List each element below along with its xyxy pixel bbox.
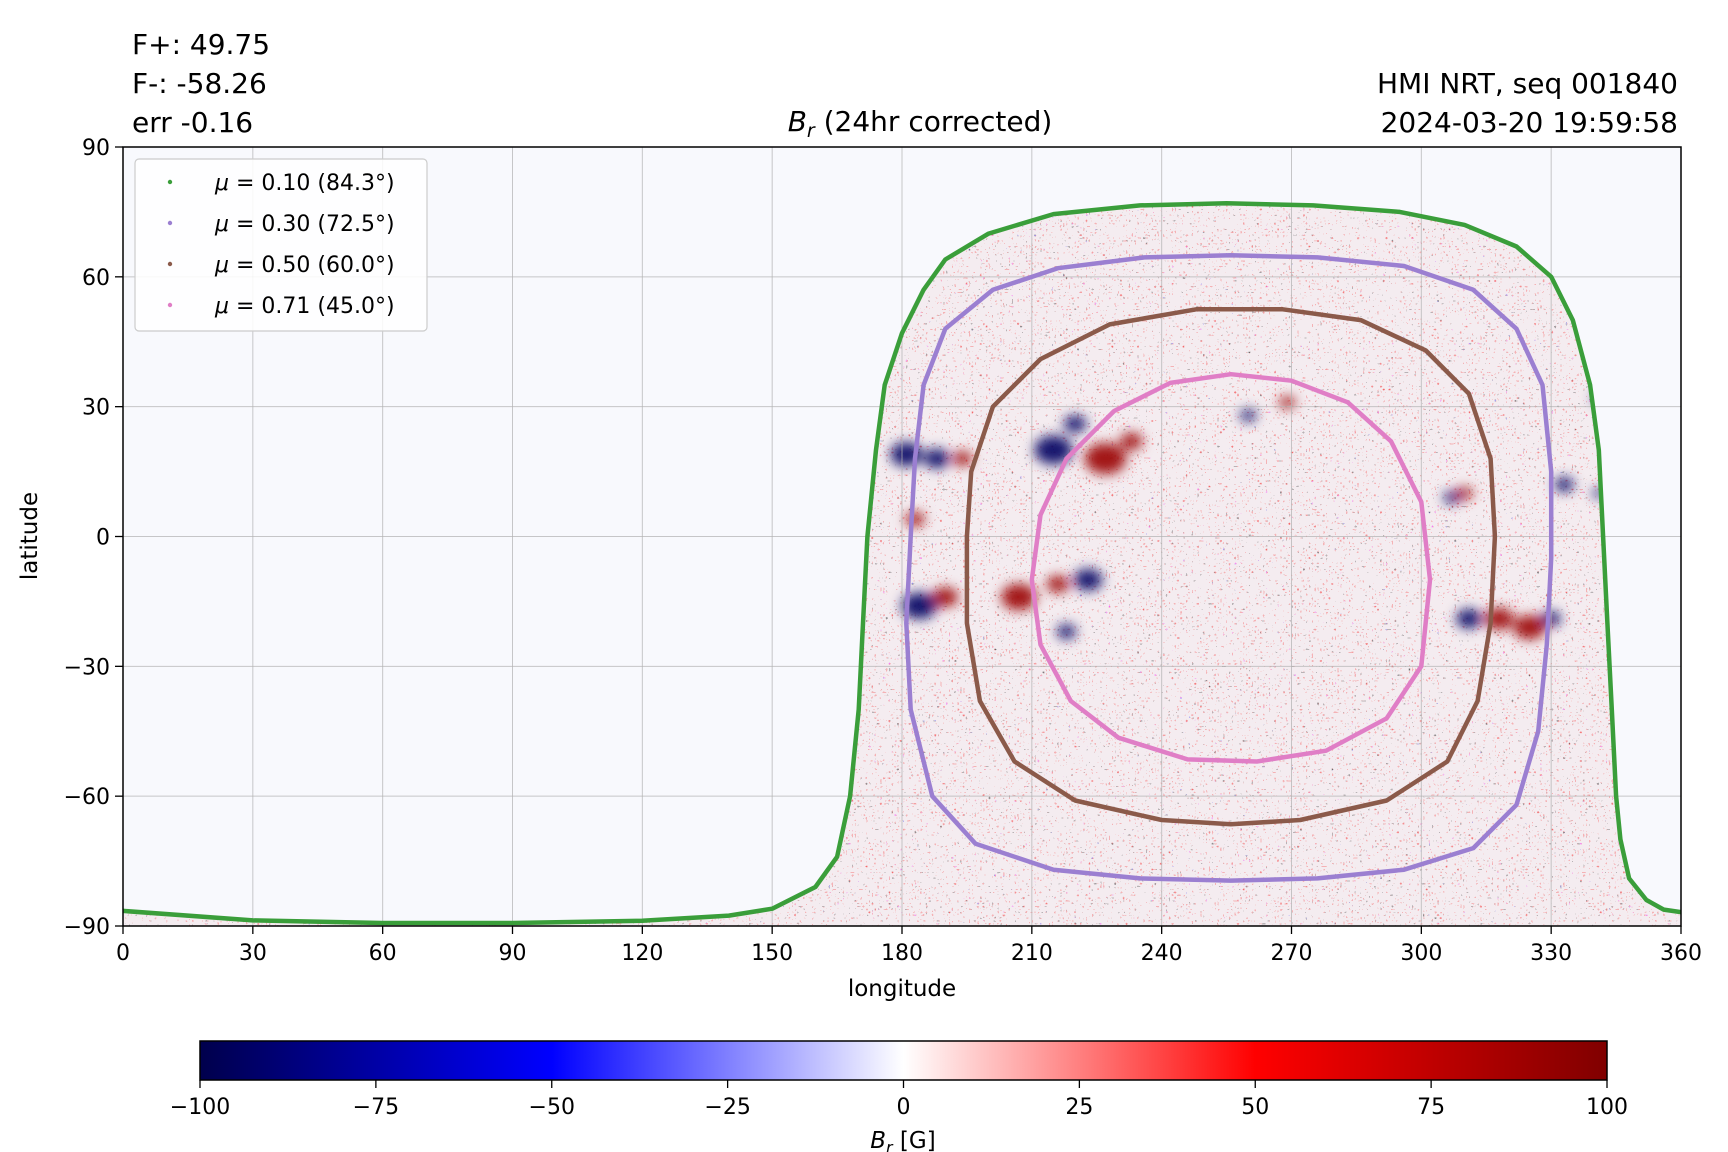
- positive-polarity-patch: [1513, 615, 1546, 640]
- x-tick-label: 30: [239, 941, 267, 966]
- mu-contour-3: [1029, 371, 1433, 764]
- legend-label: μ = 0.71 (45.0°): [214, 294, 395, 319]
- colorbar-tick-label: −50: [529, 1095, 575, 1120]
- mu-contour-0: [123, 201, 1681, 926]
- negative-polarity-patch: [1554, 477, 1574, 492]
- negative-polarity-patch: [1056, 624, 1077, 639]
- x-tick-label: 240: [1141, 941, 1183, 966]
- chart-title: Br (24hr corrected): [788, 105, 1053, 142]
- y-tick-label: −60: [64, 785, 110, 810]
- colorbar-label-unit: [G]: [893, 1128, 936, 1152]
- x-tick-label: 120: [621, 941, 663, 966]
- legend-label: μ = 0.10 (84.3°): [214, 171, 395, 196]
- legend-label: μ = 0.30 (72.5°): [214, 212, 395, 237]
- positive-polarity-patch: [932, 587, 959, 607]
- colorbar-gradient: [199, 1040, 1608, 1081]
- positive-polarity-patch: [952, 451, 973, 466]
- negative-polarity-patch: [1240, 409, 1257, 422]
- title-subscript: r: [807, 120, 816, 142]
- positive-polarity-patch: [1001, 583, 1037, 611]
- legend-marker: [167, 220, 173, 226]
- colorbar-label-subscript: r: [886, 1138, 894, 1152]
- legend-marker: [167, 179, 173, 185]
- legend: μ = 0.10 (84.3°) μ = 0.30 (72.5°) μ = 0.50…: [134, 158, 428, 332]
- colorbar-tick-label: −100: [170, 1095, 230, 1120]
- mu-contours: [123, 201, 1681, 926]
- colorbar-tick-label: 75: [1417, 1095, 1445, 1120]
- colorbar-ticks: −100 −75 −50 −25 0 25 50 75 100: [170, 1080, 1628, 1120]
- legend-box: [134, 158, 428, 332]
- x-axis: 0 30 60 90 120 150 180 210 240 270 300 330 360: [116, 926, 1702, 966]
- positive-polarity-patch: [905, 511, 925, 527]
- negative-polarity-patch: [1456, 609, 1482, 629]
- legend-marker: [167, 302, 173, 308]
- data-source-label: HMI NRT, seq 001840: [1376, 67, 1678, 100]
- y-tick-label: −30: [64, 655, 110, 680]
- observation-timestamp: 2024-03-20 19:59:58: [1380, 106, 1678, 139]
- y-axis: −90 −60 −30 0 30 60 90: [64, 136, 123, 940]
- x-tick-label: 210: [1011, 941, 1053, 966]
- mu-contour-2: [964, 307, 1498, 827]
- y-tick-label: 0: [96, 526, 110, 551]
- x-tick-label: 360: [1660, 941, 1702, 966]
- negative-polarity-patch: [901, 592, 937, 619]
- mu-contour-1: [904, 252, 1554, 883]
- positive-polarity-patch: [1084, 443, 1127, 475]
- x-tick-label: 300: [1400, 941, 1442, 966]
- positive-polarity-patch: [1456, 487, 1473, 500]
- x-tick-label: 180: [881, 941, 923, 966]
- positive-polarity-patch: [1046, 575, 1070, 593]
- y-tick-label: −90: [64, 915, 110, 940]
- title-symbol: B: [788, 105, 807, 138]
- positive-polarity-patch: [1120, 432, 1143, 450]
- colorbar-label: Br [G]: [870, 1128, 935, 1152]
- x-axis-title: longitude: [848, 976, 956, 1002]
- negative-polarity-patch: [1073, 568, 1103, 591]
- negative-polarity-patch: [1443, 491, 1460, 504]
- negative-polarity-patch: [1063, 415, 1087, 433]
- colorbar-tick-label: 0: [897, 1095, 911, 1120]
- colorbar-tick-label: 100: [1586, 1095, 1628, 1120]
- y-tick-label: 90: [82, 136, 110, 161]
- colorbar: −100 −75 −50 −25 0 25 50 75 100 Br [G]: [170, 1040, 1628, 1152]
- colorbar-tick-label: −25: [704, 1095, 750, 1120]
- legend-label: μ = 0.50 (60.0°): [214, 253, 395, 278]
- negative-polarity-patch: [923, 449, 950, 469]
- colorbar-tick-label: −75: [353, 1095, 399, 1120]
- flux-positive-label: F+: 49.75: [132, 28, 271, 61]
- colorbar-label-symbol: B: [870, 1128, 886, 1152]
- y-tick-label: 30: [82, 396, 110, 421]
- flux-error-label: err -0.16: [132, 106, 254, 139]
- x-tick-label: 0: [116, 941, 130, 966]
- colorbar-tick-label: 25: [1065, 1095, 1093, 1120]
- x-tick-label: 60: [369, 941, 397, 966]
- legend-items: μ = 0.10 (84.3°) μ = 0.30 (72.5°) μ = 0.50…: [167, 171, 395, 319]
- y-tick-label: 60: [82, 266, 110, 291]
- negative-polarity-patch: [1034, 435, 1073, 465]
- flux-negative-label: F-: -58.26: [132, 67, 267, 100]
- x-tick-label: 90: [499, 941, 527, 966]
- x-tick-label: 150: [751, 941, 793, 966]
- x-tick-label: 330: [1530, 941, 1572, 966]
- title-rest: (24hr corrected): [815, 105, 1053, 138]
- y-axis-title: latitude: [17, 492, 43, 580]
- legend-marker: [167, 261, 173, 267]
- colorbar-tick-label: 50: [1241, 1095, 1269, 1120]
- x-tick-label: 270: [1271, 941, 1313, 966]
